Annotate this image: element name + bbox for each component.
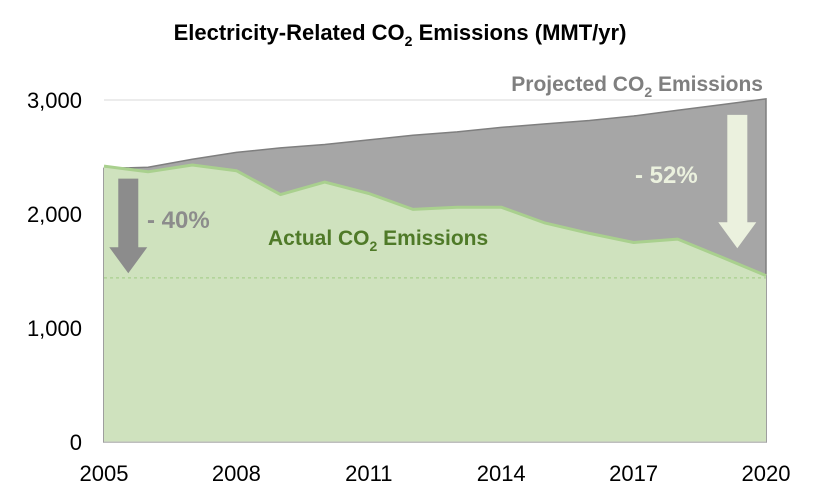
series-label-projected: Projected CO2 Emissions — [511, 73, 763, 100]
actual-area — [104, 165, 766, 442]
arrow-drop-actual — [109, 178, 148, 274]
x-tick-label: 2011 — [345, 461, 392, 486]
actual-line — [103, 163, 767, 277]
x-tick-label: 2014 — [477, 461, 526, 486]
x-tick-label: 2005 — [80, 461, 129, 486]
series-label-actual: Actual CO2 Emissions — [268, 227, 488, 254]
x-tick-label: 2020 — [742, 461, 791, 486]
chart-title: Electricity-Related CO2 Emissions (MMT/y… — [174, 20, 627, 49]
y-tick-label: 2,000 — [27, 202, 82, 227]
x-tick-label: 2008 — [212, 461, 261, 486]
y-tick-label: 1,000 — [27, 316, 82, 341]
change-arrows — [109, 114, 757, 274]
area-series — [103, 98, 767, 443]
axes: 0 1,000 2,000 3,000 2005 2008 2011 2014 2017 2020 — [27, 88, 791, 486]
x-tick-label: 2017 — [609, 461, 658, 486]
y-tick-label: 3,000 — [27, 88, 82, 113]
arrow-drop-projected — [718, 114, 757, 249]
y-tick-label: 0 — [70, 430, 82, 455]
annotation-drop-projected: - 52% — [635, 162, 698, 189]
annotation-drop-actual: - 40% — [147, 207, 210, 234]
